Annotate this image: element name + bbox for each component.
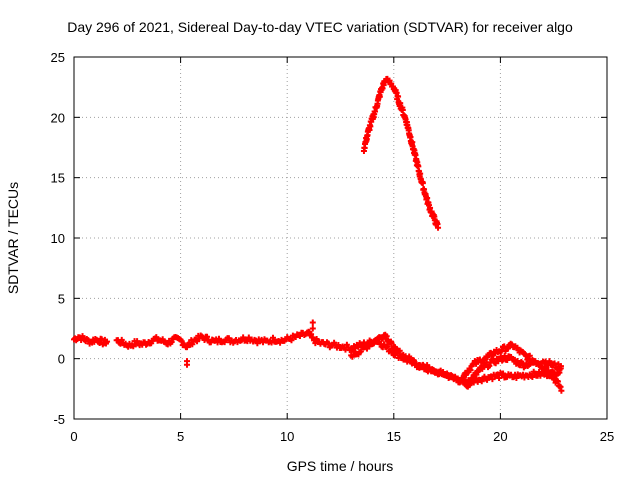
y-tick-label: 20 (51, 110, 65, 125)
data-point-branch-a (529, 374, 536, 381)
data-point-branch-a (500, 370, 507, 377)
data-point-main (194, 338, 201, 345)
data-point-spike (309, 319, 316, 326)
data-point-peak (435, 224, 442, 231)
data-point-main (153, 334, 160, 341)
data-point-main (204, 333, 211, 340)
grid-lines (74, 57, 607, 419)
data-point-branch-a (357, 348, 364, 355)
x-tick-label: 15 (387, 429, 401, 444)
data-point-spike (309, 325, 316, 332)
data-point-branch-b (558, 387, 565, 394)
y-axis-label: SDTVAR / TECUs (5, 182, 21, 294)
data-point-branch-a (410, 357, 417, 364)
y-tick-label: 25 (51, 50, 65, 65)
x-axis-label: GPS time / hours (287, 458, 394, 474)
x-tick-label: 25 (600, 429, 614, 444)
y-tick-label: 0 (58, 352, 65, 367)
data-point-branch-c (546, 358, 553, 365)
x-tick-label: 10 (280, 429, 294, 444)
data-point-peak (419, 180, 426, 187)
data-point-main (178, 338, 185, 345)
data-point-branch-a (396, 347, 403, 354)
y-tick-label: 5 (58, 291, 65, 306)
y-tick-label: 15 (51, 171, 65, 186)
data-point-main (118, 336, 125, 343)
data-point-branch-a (388, 340, 395, 347)
data-point-branch-b (505, 345, 512, 352)
data-point-branch-b (467, 367, 474, 374)
data-point-branch-a (496, 374, 503, 381)
data-point-main (269, 334, 276, 341)
x-tick-label: 5 (177, 429, 184, 444)
data-point-branch-c (486, 362, 493, 369)
data-point-branch-c (557, 363, 564, 370)
data-point-peak (395, 93, 402, 100)
y-tick-label: 10 (51, 231, 65, 246)
data-point-branch-c (504, 357, 511, 364)
data-point-branch-c (556, 366, 563, 373)
data-point-branch-c (479, 365, 486, 372)
data-point-main (288, 337, 295, 344)
chart-title: Day 296 of 2021, Sidereal Day-to-day VTE… (67, 19, 573, 35)
data-point-main (215, 335, 222, 342)
axis-ticks: 0 5 10 15 20 25 -5 0 5 10 15 20 25 (51, 50, 615, 444)
y-tick-label: -5 (53, 412, 65, 427)
data-point-branch-a (424, 362, 431, 369)
data-point-branch-b (526, 352, 533, 359)
data-point-main (104, 338, 111, 345)
data-point-branch-b (473, 360, 480, 367)
data-points (71, 75, 565, 394)
data-point-peak (397, 100, 404, 107)
data-point-main (168, 339, 175, 346)
x-tick-label: 20 (493, 429, 507, 444)
data-point-branch-b (545, 367, 552, 374)
data-point-dip (183, 361, 190, 368)
x-tick-label: 0 (70, 429, 77, 444)
